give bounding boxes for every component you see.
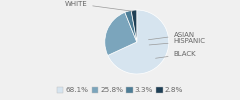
Text: HISPANIC: HISPANIC (149, 38, 206, 45)
Wedge shape (131, 10, 137, 42)
Text: BLACK: BLACK (156, 51, 196, 58)
Text: ASIAN: ASIAN (149, 32, 195, 40)
Legend: 68.1%, 25.8%, 3.3%, 2.8%: 68.1%, 25.8%, 3.3%, 2.8% (54, 84, 186, 96)
Text: WHITE: WHITE (65, 1, 132, 11)
Wedge shape (125, 10, 137, 42)
Wedge shape (105, 12, 137, 55)
Wedge shape (108, 10, 169, 74)
